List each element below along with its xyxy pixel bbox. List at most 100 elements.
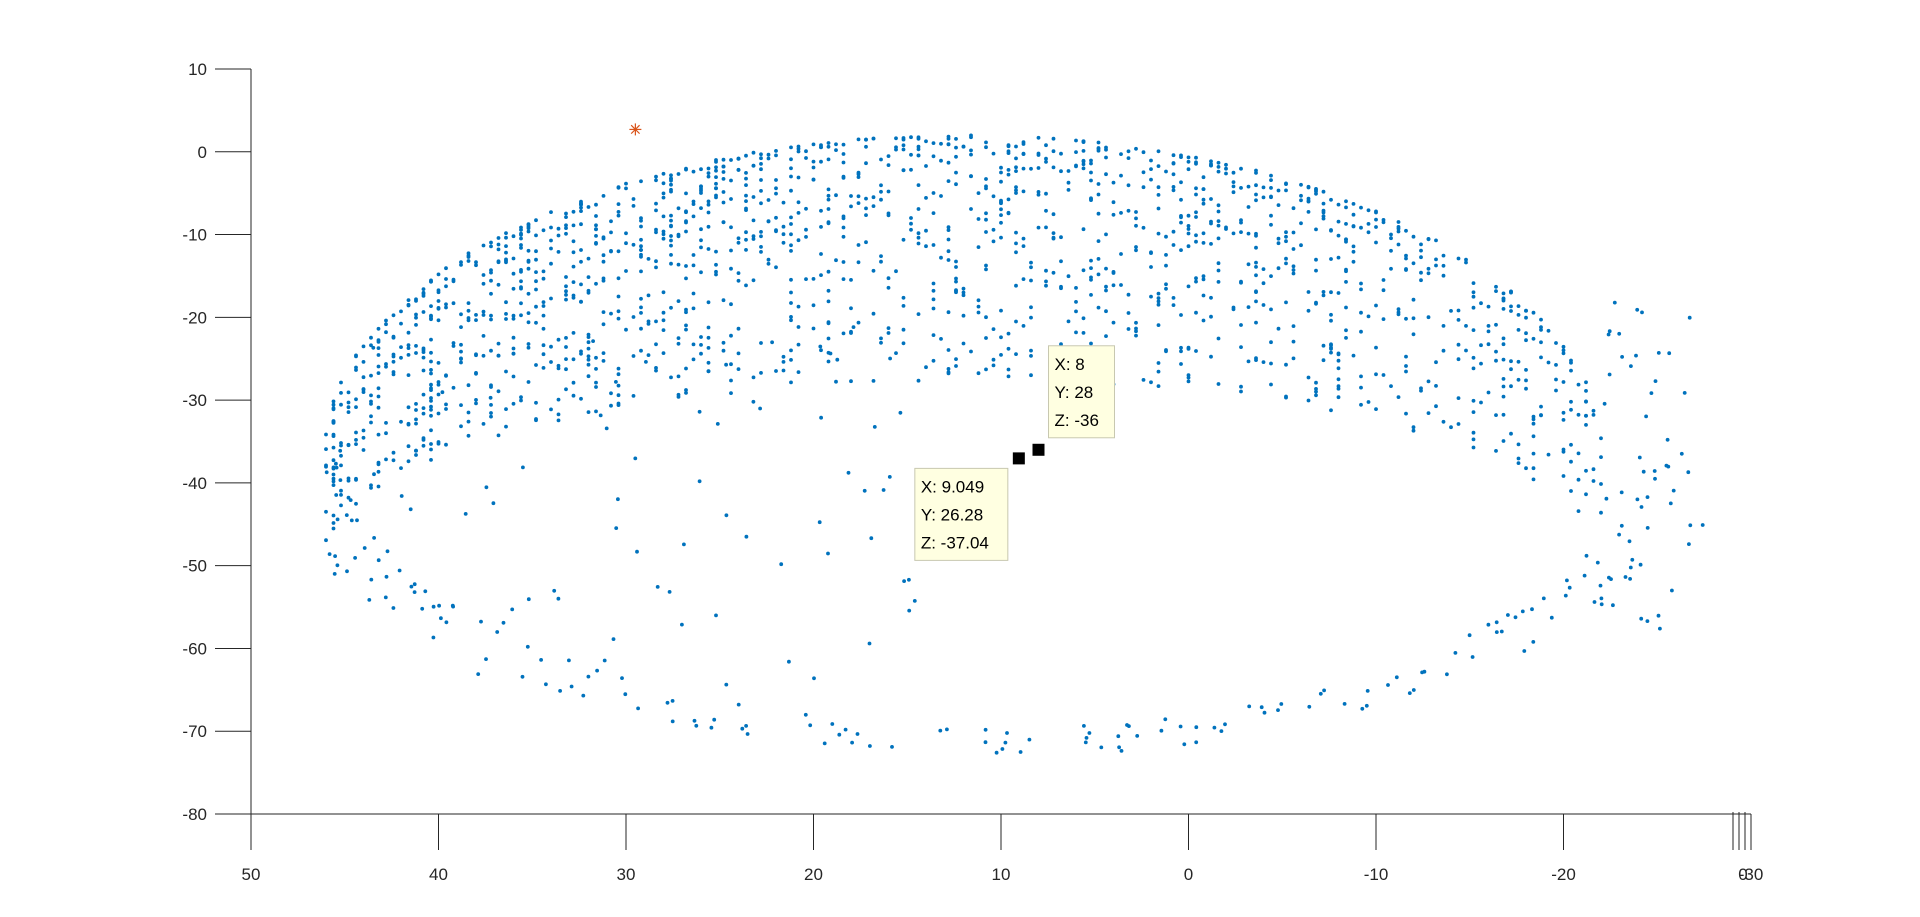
data-point xyxy=(1599,436,1603,441)
data-point xyxy=(369,414,373,419)
data-point xyxy=(521,465,525,470)
data-point xyxy=(744,171,748,175)
data-point xyxy=(481,281,486,286)
data-point xyxy=(1096,192,1101,197)
data-point xyxy=(1644,414,1648,419)
data-point xyxy=(1029,354,1033,358)
data-point xyxy=(1164,286,1168,291)
data-point xyxy=(714,186,718,191)
data-point xyxy=(1501,291,1506,296)
data-point xyxy=(1194,155,1198,160)
data-point xyxy=(676,392,681,397)
data-point xyxy=(1486,622,1491,627)
data-point xyxy=(736,168,741,172)
datatip[interactable]: X: 8Y: 28Z: -36 xyxy=(1048,345,1115,439)
data-point xyxy=(1479,361,1483,366)
data-point xyxy=(1524,308,1528,313)
data-point xyxy=(1441,324,1446,328)
data-point xyxy=(669,261,673,266)
data-point xyxy=(369,343,373,348)
data-point xyxy=(1329,290,1333,295)
data-point xyxy=(1074,300,1078,304)
data-point xyxy=(459,342,463,347)
data-point xyxy=(1506,613,1510,617)
data-point xyxy=(1479,343,1483,348)
data-point xyxy=(715,422,720,426)
data-point xyxy=(766,257,771,262)
data-point xyxy=(504,244,508,249)
data-point xyxy=(1329,343,1333,348)
data-point xyxy=(639,311,643,315)
data-point xyxy=(466,301,471,305)
data-point xyxy=(1111,180,1116,185)
data-point xyxy=(714,613,718,618)
data-point xyxy=(1531,417,1536,422)
data-point xyxy=(691,357,696,362)
data-point xyxy=(496,341,501,346)
data-point xyxy=(1486,304,1491,309)
y-tick-label: -80 xyxy=(182,805,207,824)
data-point xyxy=(819,143,823,148)
data-point xyxy=(856,320,861,325)
data-point xyxy=(429,317,433,322)
data-point xyxy=(699,227,703,232)
data-point xyxy=(1531,434,1536,439)
data-point xyxy=(1531,336,1536,341)
data-point xyxy=(1336,233,1341,238)
data-point xyxy=(579,299,583,304)
data-point xyxy=(1306,185,1311,190)
data-point xyxy=(1104,172,1108,177)
data-point xyxy=(541,276,546,281)
data-point xyxy=(439,616,443,621)
data-point xyxy=(602,658,607,663)
data-point xyxy=(1314,257,1318,262)
data-point xyxy=(534,320,538,325)
data-point xyxy=(466,419,471,424)
data-point xyxy=(1426,411,1431,415)
data-point xyxy=(1284,230,1288,235)
data-point xyxy=(556,366,561,371)
data-point xyxy=(440,390,445,395)
data-point xyxy=(534,400,538,405)
data-point xyxy=(354,478,358,482)
data-point xyxy=(371,345,376,350)
data-point xyxy=(1284,362,1288,367)
data-point xyxy=(924,196,928,200)
data-point xyxy=(1156,361,1161,365)
data-point xyxy=(1524,466,1528,471)
data-point xyxy=(1066,319,1071,324)
data-point xyxy=(1014,188,1018,193)
data-point xyxy=(1036,192,1041,197)
data-point xyxy=(1239,384,1243,389)
data-point xyxy=(594,355,598,360)
data-point xyxy=(916,378,921,383)
data-point xyxy=(1051,165,1056,170)
data-point xyxy=(1623,575,1628,579)
data-point xyxy=(976,245,981,250)
data-point xyxy=(1584,468,1588,473)
data-point xyxy=(1126,327,1131,331)
data-point xyxy=(1359,225,1363,230)
data-point xyxy=(1219,729,1224,733)
data-point xyxy=(1411,425,1416,430)
data-point xyxy=(1306,290,1311,294)
data-point xyxy=(706,369,711,374)
data-point xyxy=(564,223,568,228)
data-point xyxy=(1321,201,1326,206)
data-point xyxy=(969,207,973,211)
data-point xyxy=(939,255,943,260)
data-point xyxy=(759,156,763,161)
data-point xyxy=(1044,268,1048,273)
data-point xyxy=(1096,147,1101,151)
data-point xyxy=(519,225,523,230)
data-point xyxy=(758,406,762,411)
data-point xyxy=(684,323,688,328)
data-point xyxy=(1021,277,1026,281)
data-point xyxy=(819,273,823,277)
data-point xyxy=(931,243,936,247)
data-point xyxy=(1314,389,1318,394)
data-point xyxy=(886,285,891,290)
data-point xyxy=(1066,188,1071,192)
